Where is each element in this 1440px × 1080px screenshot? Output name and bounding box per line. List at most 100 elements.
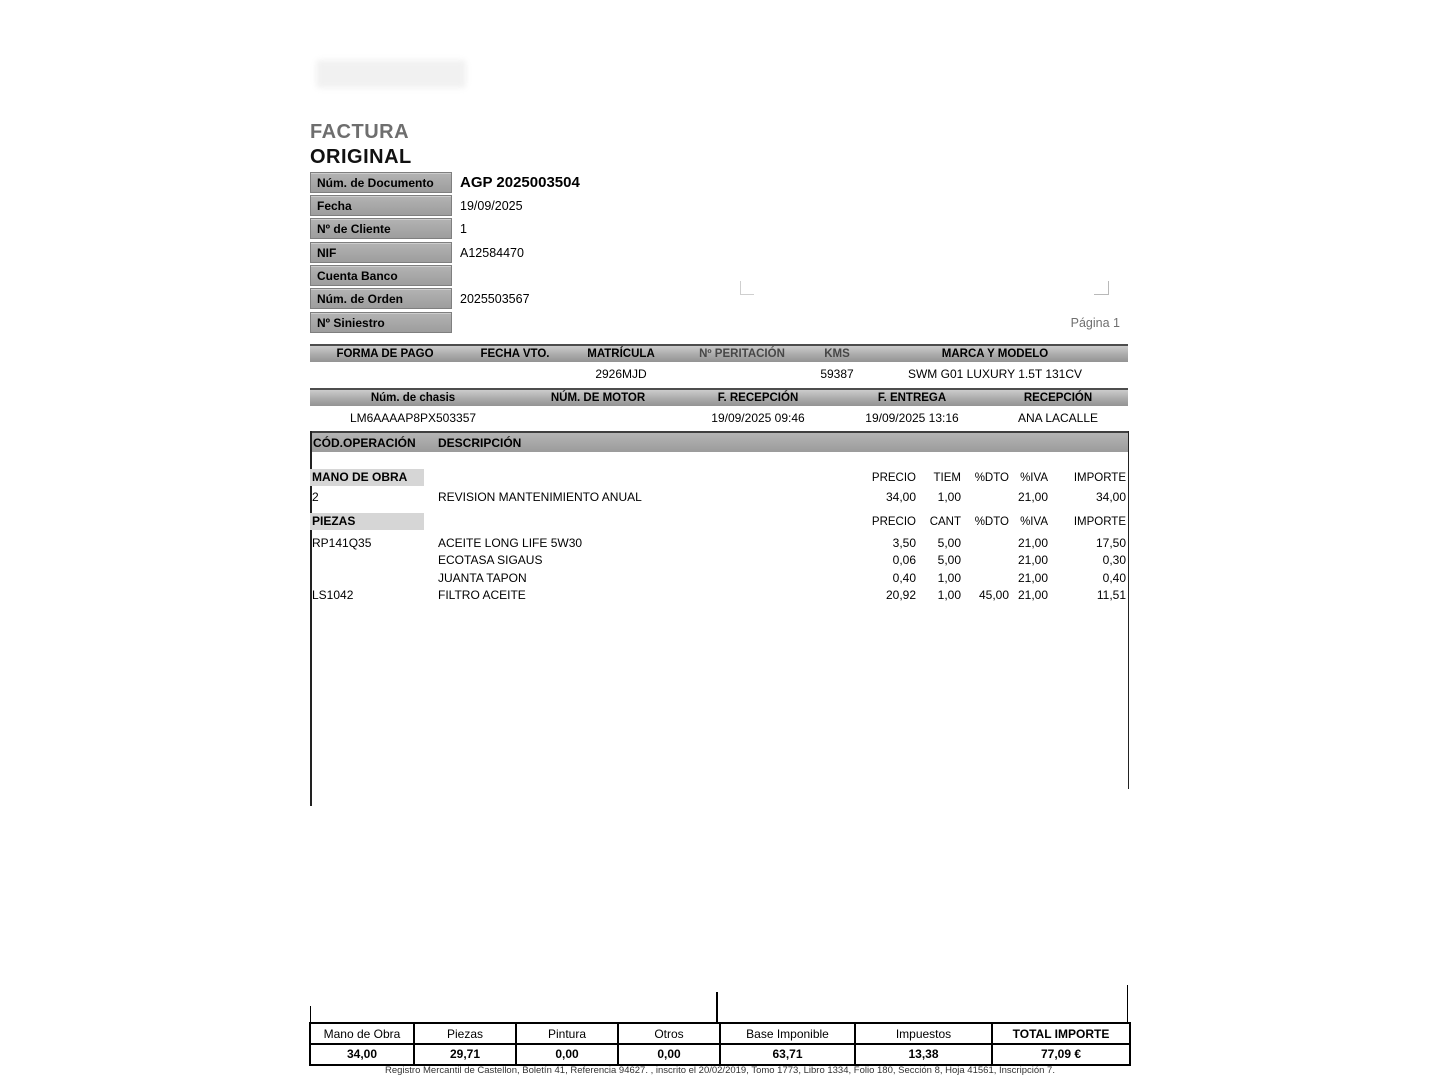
doc-info-label: Núm. de Orden bbox=[310, 288, 452, 309]
totals-values-row: 34,00 29,71 0,00 0,00 63,71 13,38 77,09 … bbox=[311, 1045, 1129, 1064]
doc-info-row: Fecha 19/09/2025 bbox=[310, 195, 1010, 216]
document-type-title: FACTURA bbox=[310, 121, 410, 143]
totals-header: Piezas bbox=[413, 1024, 515, 1045]
item-row: RP141Q35 ACEITE LONG LIFE 5W30 3,50 5,00… bbox=[312, 535, 1126, 550]
chassis-number-value: LM6AAAAP8PX503357 bbox=[349, 410, 477, 425]
column-header: F. RECEPCIÓN bbox=[717, 392, 799, 404]
totals-table: Mano de Obra Piezas Pintura Otros Base I… bbox=[309, 1022, 1131, 1066]
doc-date-value: 19/09/2025 bbox=[460, 198, 523, 213]
doc-info-label: Núm. de Documento bbox=[310, 172, 452, 193]
totals-mid-tick bbox=[716, 992, 718, 1022]
column-header: FECHA VTO. bbox=[480, 348, 550, 360]
column-header: %DTO bbox=[974, 515, 1009, 528]
item-time: 1,00 bbox=[937, 489, 961, 504]
item-price: 20,92 bbox=[885, 587, 916, 602]
section-title: PIEZAS bbox=[310, 513, 424, 530]
item-vat: 21,00 bbox=[1017, 587, 1048, 602]
item-row: 2 REVISION MANTENIMIENTO ANUAL 34,00 1,0… bbox=[312, 489, 1126, 504]
payment-vehicle-header: FORMA DE PAGO FECHA VTO. MATRÍCULA Nº PE… bbox=[310, 344, 1128, 362]
doc-info-row: Cuenta Banco bbox=[310, 265, 1010, 286]
taxable-base-total: 63,71 bbox=[719, 1045, 854, 1064]
column-header: %IVA bbox=[1020, 471, 1048, 484]
totals-header: Mano de Obra bbox=[311, 1024, 413, 1045]
make-model-value: SWM G01 LUXURY 1.5T 131CV bbox=[907, 366, 1083, 381]
paint-total: 0,00 bbox=[515, 1045, 617, 1064]
reception-date-value: 19/09/2025 09:46 bbox=[711, 410, 805, 425]
section-piezas: PIEZAS PRECIO CANT %DTO %IVA IMPORTE bbox=[310, 513, 1126, 530]
client-number-value: 1 bbox=[460, 221, 467, 236]
totals-header: Impuestos bbox=[854, 1024, 991, 1045]
item-description: ACEITE LONG LIFE 5W30 bbox=[438, 535, 583, 550]
total-importe-header: TOTAL IMPORTE bbox=[991, 1024, 1129, 1045]
items-table-right-border bbox=[1128, 431, 1129, 789]
column-header: KMS bbox=[824, 348, 850, 360]
column-header: %DTO bbox=[974, 471, 1009, 484]
item-row: LS1042 FILTRO ACEITE 20,92 1,00 45,00 21… bbox=[312, 587, 1126, 602]
item-code: 2 bbox=[312, 489, 319, 504]
column-header: IMPORTE bbox=[1073, 471, 1126, 484]
license-plate-value: 2926MJD bbox=[595, 366, 647, 381]
item-price: 3,50 bbox=[892, 535, 916, 550]
item-discount: 45,00 bbox=[978, 587, 1009, 602]
items-table-left-border bbox=[310, 431, 312, 806]
other-total: 0,00 bbox=[617, 1045, 719, 1064]
totals-header: Pintura bbox=[515, 1024, 617, 1045]
item-description: FILTRO ACEITE bbox=[438, 587, 526, 602]
taxes-total: 13,38 bbox=[854, 1045, 991, 1064]
column-header: F. ENTREGA bbox=[877, 392, 947, 404]
items-table-header: CÓD.OPERACIÓN DESCRIPCIÓN bbox=[310, 431, 1129, 452]
doc-info-label: Cuenta Banco bbox=[310, 265, 452, 286]
column-header: PRECIO bbox=[871, 515, 916, 528]
doc-info-label: Fecha bbox=[310, 195, 452, 216]
item-code: RP141Q35 bbox=[312, 535, 372, 550]
item-price: 0,40 bbox=[892, 570, 916, 585]
crop-mark-right bbox=[1094, 281, 1109, 295]
column-header: IMPORTE bbox=[1073, 515, 1126, 528]
item-row: JUANTA TAPON 0,40 1,00 21,00 0,40 bbox=[312, 570, 1126, 585]
column-header: CANT bbox=[929, 515, 961, 528]
item-vat: 21,00 bbox=[1017, 552, 1048, 567]
document-copy-label: ORIGINAL bbox=[310, 146, 412, 168]
column-header: MATRÍCULA bbox=[587, 348, 655, 360]
column-header: FORMA DE PAGO bbox=[336, 348, 434, 360]
item-price: 34,00 bbox=[885, 489, 916, 504]
nif-value: A12584470 bbox=[460, 245, 524, 260]
item-amount: 0,30 bbox=[1102, 552, 1126, 567]
totals-header-row: Mano de Obra Piezas Pintura Otros Base I… bbox=[311, 1024, 1129, 1045]
item-quantity: 5,00 bbox=[937, 552, 961, 567]
item-amount: 11,51 bbox=[1096, 587, 1126, 602]
doc-info-label: NIF bbox=[310, 242, 452, 263]
item-description: JUANTA TAPON bbox=[438, 570, 527, 585]
item-quantity: 1,00 bbox=[937, 587, 961, 602]
column-header: TIEM bbox=[933, 471, 961, 484]
parts-total: 29,71 bbox=[413, 1045, 515, 1064]
mercantile-registry-footer: Registro Mercantil de Castellon, Boletín… bbox=[385, 1065, 1055, 1076]
column-header: Núm. de chasis bbox=[370, 392, 456, 404]
column-header: NÚM. DE MOTOR bbox=[550, 392, 646, 404]
grand-total: 77,09 € bbox=[991, 1045, 1129, 1064]
chassis-values: LM6AAAAP8PX503357 19/09/2025 09:46 19/09… bbox=[310, 409, 1128, 426]
totals-right-tick bbox=[1127, 985, 1128, 1022]
labor-total: 34,00 bbox=[346, 1047, 378, 1061]
doc-info-row: Núm. de Documento AGP 2025003504 bbox=[310, 172, 1010, 193]
totals-header: Base Imponible bbox=[719, 1024, 854, 1045]
item-vat: 21,00 bbox=[1017, 570, 1048, 585]
crop-mark-left bbox=[740, 281, 754, 295]
item-amount: 17,50 bbox=[1095, 535, 1126, 550]
item-code: LS1042 bbox=[312, 587, 354, 602]
delivery-date-value: 19/09/2025 13:16 bbox=[865, 410, 959, 425]
receptionist-value: ANA LACALLE bbox=[1017, 410, 1099, 425]
faded-logo bbox=[316, 60, 466, 88]
item-amount: 0,40 bbox=[1102, 570, 1126, 585]
doc-info-row: Nº de Cliente 1 bbox=[310, 218, 1010, 239]
doc-info-row: Núm. de Orden 2025503567 bbox=[310, 288, 1010, 309]
operation-code-header: CÓD.OPERACIÓN bbox=[313, 436, 416, 450]
section-title: MANO DE OBRA bbox=[310, 469, 424, 486]
item-vat: 21,00 bbox=[1017, 489, 1048, 504]
payment-vehicle-values: 2926MJD 59387 SWM G01 LUXURY 1.5T 131CV bbox=[310, 365, 1128, 382]
column-header: %IVA bbox=[1020, 515, 1048, 528]
totals-left-tick bbox=[310, 1006, 311, 1022]
doc-info-label: Nº de Cliente bbox=[310, 218, 452, 239]
kms-value: 59387 bbox=[820, 366, 854, 381]
